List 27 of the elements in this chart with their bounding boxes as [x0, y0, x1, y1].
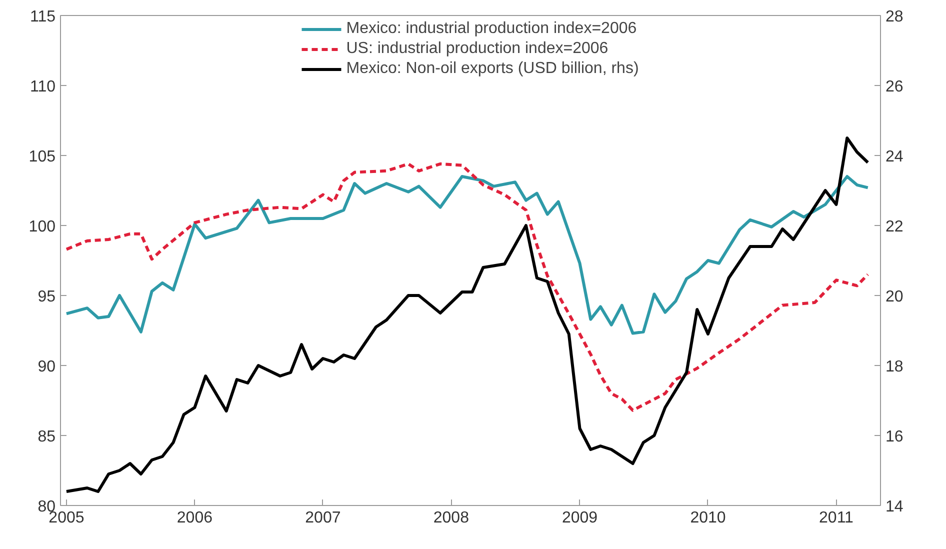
y-tick-label: 115 [30, 8, 56, 26]
y2-tick-label: 28 [886, 8, 904, 26]
x-tick-label: 2006 [176, 510, 213, 526]
y-tick-label: 110 [30, 78, 56, 96]
y-tick-label: 100 [28, 218, 56, 236]
y2-tick-label: 20 [886, 288, 904, 306]
y-tick-label: 105 [28, 148, 56, 166]
y2-tick-label: 22 [886, 218, 904, 236]
y-tick-label: 95 [38, 288, 56, 306]
x-tick-label: 2007 [305, 510, 341, 526]
y2-tick-label: 26 [886, 78, 904, 96]
y2-tick-label: 18 [886, 358, 904, 376]
legend-label: US: industrial production index=2006 [346, 40, 608, 58]
line-series [64, 162, 870, 412]
y2-tick-label: 16 [886, 428, 904, 446]
line-series [64, 175, 870, 335]
y-tick-label: 90 [38, 358, 56, 376]
x-tick-label: 2011 [819, 510, 854, 526]
x-tick-label: 2009 [562, 510, 598, 526]
legend-label: Mexico: industrial production index=2006 [346, 20, 637, 38]
x-tick-label: 2010 [690, 510, 726, 526]
y2-tick-label: 14 [886, 498, 904, 516]
legend-label: Mexico: Non-oil exports (USD billion, rhs) [346, 60, 639, 78]
y-tick-label: 85 [38, 428, 56, 446]
line-series [64, 136, 870, 493]
x-tick-label: 2008 [433, 510, 470, 526]
y2-tick-label: 24 [886, 148, 904, 166]
